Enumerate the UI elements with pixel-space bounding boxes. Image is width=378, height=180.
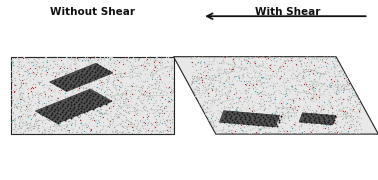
Polygon shape (174, 57, 378, 134)
Polygon shape (50, 63, 113, 91)
Text: Without Shear: Without Shear (50, 7, 135, 17)
Polygon shape (299, 113, 336, 125)
Polygon shape (219, 111, 280, 127)
Polygon shape (35, 89, 112, 123)
Bar (11, 57, 174, 134)
Text: With Shear: With Shear (255, 7, 320, 17)
